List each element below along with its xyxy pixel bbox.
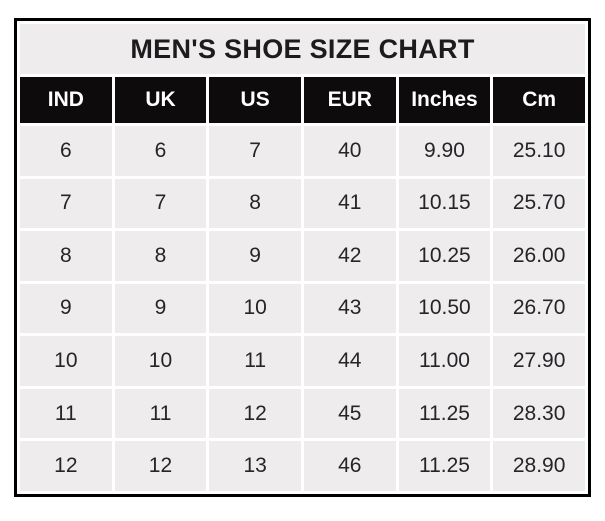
- table-cell: 9: [20, 283, 112, 334]
- table-cell: 11.25: [398, 441, 491, 491]
- table-cell: 10: [20, 336, 112, 386]
- table-cell: 25.70: [493, 178, 585, 229]
- table-cell: 7: [114, 178, 207, 229]
- column-header-us: US: [209, 77, 301, 123]
- table-cell: 8: [20, 231, 112, 281]
- table-row: 9 9 10 43 10.50 26.70: [20, 283, 585, 334]
- table-row: 11 11 12 45 11.25 28.30: [20, 388, 585, 439]
- table-cell: 40: [303, 126, 396, 176]
- table-cell: 11: [114, 388, 207, 439]
- table-cell: 9.90: [398, 126, 491, 176]
- table-cell: 10: [114, 336, 207, 386]
- table-cell: 43: [303, 283, 396, 334]
- table-cell: 11: [209, 336, 301, 386]
- table-row: 6 6 7 40 9.90 25.10: [20, 126, 585, 176]
- table-cell: 10.25: [398, 231, 491, 281]
- table-cell: 13: [209, 441, 301, 491]
- table-cell: 45: [303, 388, 396, 439]
- column-header-ind: IND: [20, 77, 112, 123]
- chart-title: MEN'S SHOE SIZE CHART: [20, 24, 585, 74]
- column-header-row: IND UK US EUR Inches Cm: [20, 77, 585, 123]
- table-cell: 46: [303, 441, 396, 491]
- column-header-uk: UK: [114, 77, 207, 123]
- shoe-size-chart: MEN'S SHOE SIZE CHART IND UK US EUR Inches Cm…: [14, 18, 591, 497]
- table-cell: 10: [209, 283, 301, 334]
- table-cell: 10.15: [398, 178, 491, 229]
- column-header-cm: Cm: [493, 77, 585, 123]
- table-row: 12 12 13 46 11.25 28.90: [20, 441, 585, 491]
- table-cell: 9: [114, 283, 207, 334]
- table-cell: 27.90: [493, 336, 585, 386]
- table-cell: 9: [209, 231, 301, 281]
- title-row: MEN'S SHOE SIZE CHART: [20, 24, 585, 74]
- column-header-eur: EUR: [303, 77, 396, 123]
- table-cell: 7: [209, 126, 301, 176]
- table-cell: 8: [114, 231, 207, 281]
- table-cell: 12: [114, 441, 207, 491]
- table-cell: 11.00: [398, 336, 491, 386]
- table-row: 7 7 8 41 10.15 25.70: [20, 178, 585, 229]
- table-cell: 28.30: [493, 388, 585, 439]
- table-cell: 8: [209, 178, 301, 229]
- table-cell: 6: [20, 126, 112, 176]
- column-header-inches: Inches: [398, 77, 491, 123]
- table-cell: 42: [303, 231, 396, 281]
- table-row: 8 8 9 42 10.25 26.00: [20, 231, 585, 281]
- table-cell: 28.90: [493, 441, 585, 491]
- table-cell: 7: [20, 178, 112, 229]
- table-row: 10 10 11 44 11.00 27.90: [20, 336, 585, 386]
- table-cell: 26.70: [493, 283, 585, 334]
- table-cell: 12: [209, 388, 301, 439]
- table-cell: 10.50: [398, 283, 491, 334]
- size-table-head: MEN'S SHOE SIZE CHART IND UK US EUR Inches Cm: [20, 24, 585, 123]
- table-cell: 11: [20, 388, 112, 439]
- table-cell: 11.25: [398, 388, 491, 439]
- size-table-body: 6 6 7 40 9.90 25.10 7 7 8 41 10.15 25.70 8 8 9 42 10.25 2…: [20, 126, 585, 491]
- table-cell: 25.10: [493, 126, 585, 176]
- table-cell: 6: [114, 126, 207, 176]
- table-cell: 12: [20, 441, 112, 491]
- table-cell: 41: [303, 178, 396, 229]
- table-cell: 26.00: [493, 231, 585, 281]
- table-cell: 44: [303, 336, 396, 386]
- size-table: MEN'S SHOE SIZE CHART IND UK US EUR Inches Cm…: [14, 18, 591, 497]
